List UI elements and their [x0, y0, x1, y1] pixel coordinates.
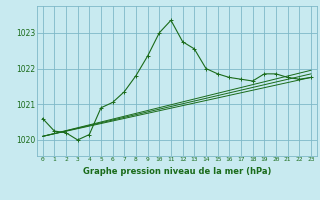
X-axis label: Graphe pression niveau de la mer (hPa): Graphe pression niveau de la mer (hPa) [83, 167, 271, 176]
